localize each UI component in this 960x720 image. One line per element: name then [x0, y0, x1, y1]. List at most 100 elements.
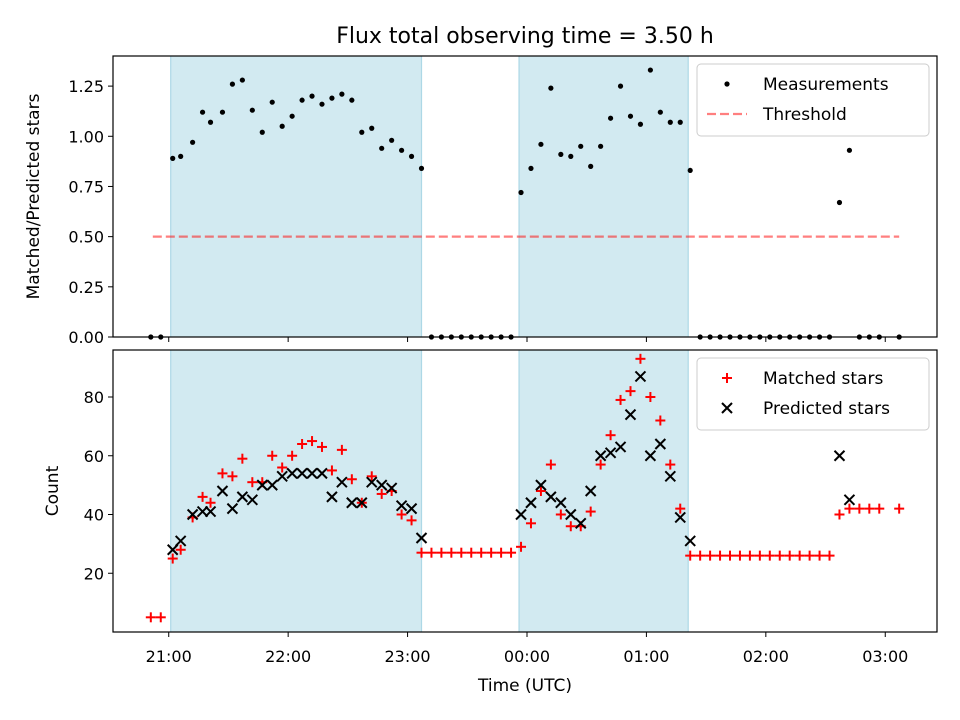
data-point: [664, 470, 677, 483]
marker-stroke: [525, 497, 537, 509]
data-point: [687, 167, 693, 174]
data-point: [376, 488, 387, 499]
y-tick-label: 60: [84, 447, 104, 466]
data-point: [259, 129, 265, 135]
data-point: [843, 494, 856, 506]
plot-frame: [112, 349, 938, 633]
data-point: [408, 153, 415, 159]
data-point: [496, 547, 507, 558]
marker-stroke: [366, 476, 378, 488]
data-point: [834, 509, 845, 520]
data-point: [339, 91, 345, 97]
data-point: [674, 511, 686, 524]
data-point: [506, 547, 517, 558]
data-point: [684, 535, 696, 547]
data-point: [555, 497, 567, 509]
marker-stroke: [721, 402, 733, 414]
data-point: [277, 462, 288, 473]
legend-label: Threshold: [762, 105, 847, 125]
marker-stroke: [614, 441, 627, 453]
data-point: [617, 83, 624, 89]
y-tick-label: 0.00: [68, 328, 104, 347]
marker-stroke: [674, 511, 686, 524]
data-point: [276, 470, 288, 483]
data-point: [615, 394, 626, 405]
data-point: [416, 547, 427, 558]
data-point: [565, 508, 577, 521]
data-point: [644, 450, 657, 462]
data-point: [814, 550, 825, 561]
marker-stroke: [584, 485, 597, 497]
data-point: [236, 491, 249, 503]
marker-stroke: [624, 408, 637, 421]
data-point: [657, 109, 663, 115]
data-point: [705, 550, 716, 561]
data-point: [836, 199, 843, 206]
marker-stroke: [236, 491, 249, 503]
data-point: [415, 532, 428, 544]
data-point: [595, 459, 606, 470]
data-point: [538, 141, 544, 147]
y-tick-label: 80: [84, 388, 104, 407]
x-tick-label: 23:00: [385, 647, 431, 666]
observing-window: [519, 350, 689, 632]
data-point: [476, 547, 487, 558]
data-point: [145, 612, 156, 623]
marker-stroke: [535, 479, 547, 491]
data-point: [575, 517, 587, 530]
data-point: [396, 509, 407, 520]
data-point: [199, 109, 206, 115]
data-point: [667, 119, 673, 125]
data-point: [237, 453, 248, 464]
data-point: [229, 81, 236, 87]
data-point: [744, 550, 755, 561]
marker-stroke: [843, 494, 856, 506]
y-axis-label: Matched/Predicted stars: [24, 93, 44, 299]
data-point: [249, 107, 255, 113]
data-point: [635, 353, 646, 364]
data-point: [774, 550, 785, 561]
data-point: [535, 486, 546, 496]
y-tick-label: 1.25: [68, 77, 104, 96]
data-point: [634, 370, 647, 383]
data-point: [804, 550, 815, 561]
marker-stroke: [256, 479, 268, 491]
data-point: [170, 155, 176, 161]
marker-stroke: [296, 467, 308, 480]
data-point: [286, 467, 298, 480]
data-point: [584, 485, 597, 497]
data-point: [239, 77, 245, 83]
data-point: [456, 547, 467, 558]
data-point: [525, 497, 537, 509]
observing-window: [170, 350, 422, 632]
data-point: [824, 550, 835, 561]
data-point: [336, 476, 348, 488]
data-point: [637, 121, 644, 127]
x-tick-label: 00:00: [504, 647, 550, 666]
data-point: [647, 67, 653, 73]
y-tick-label: 40: [84, 506, 104, 525]
marker-stroke: [346, 497, 358, 509]
y-tick-label: 0.75: [68, 177, 104, 196]
marker-stroke: [555, 497, 567, 509]
data-point: [269, 99, 275, 105]
data-point: [296, 467, 308, 480]
data-point: [186, 508, 199, 521]
data-point: [316, 441, 327, 452]
data-point: [204, 505, 217, 518]
data-point: [219, 109, 226, 115]
x-tick-label: 21:00: [146, 647, 192, 666]
data-point: [247, 477, 258, 488]
data-point: [349, 97, 355, 103]
data-point: [545, 491, 557, 503]
data-point: [369, 125, 375, 131]
marker-stroke: [415, 532, 428, 544]
data-point: [227, 471, 238, 482]
legend: Measurements Threshold: [696, 63, 930, 137]
marker-stroke: [174, 535, 187, 547]
legend: Matched stars Predicted stars: [696, 357, 930, 431]
data-point: [436, 547, 447, 558]
marker-stroke: [833, 450, 846, 462]
data-point: [555, 509, 566, 520]
